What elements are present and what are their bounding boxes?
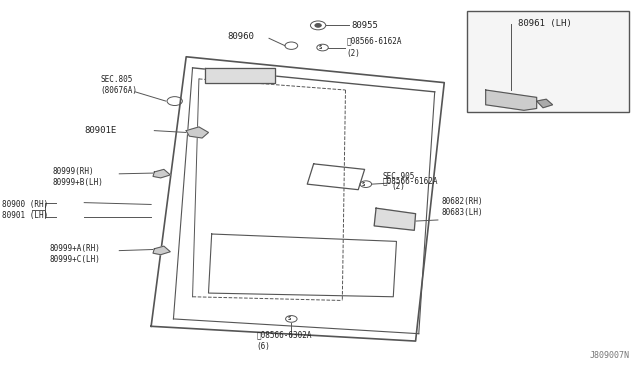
Polygon shape <box>153 169 170 178</box>
Polygon shape <box>486 90 537 110</box>
Text: SEC.805
(80676A): SEC.805 (80676A) <box>100 75 137 95</box>
Polygon shape <box>374 208 415 230</box>
Polygon shape <box>537 99 552 108</box>
Text: 80999+A(RH)
80999+C(LH): 80999+A(RH) 80999+C(LH) <box>49 244 100 264</box>
Text: (2): (2) <box>392 182 405 190</box>
Text: 80682(RH)
80683(LH): 80682(RH) 80683(LH) <box>441 198 483 218</box>
Text: 80900 (RH)
80901 (LH): 80900 (RH) 80901 (LH) <box>2 200 48 220</box>
Text: SEC.905: SEC.905 <box>383 172 415 181</box>
Text: S: S <box>287 317 291 321</box>
Text: Ⓝ08566-6302A
(6): Ⓝ08566-6302A (6) <box>256 331 312 351</box>
Text: 80961 (LH): 80961 (LH) <box>518 19 572 28</box>
Text: Ⓝ08566-6162A: Ⓝ08566-6162A <box>383 177 438 186</box>
Circle shape <box>315 23 321 27</box>
Bar <box>467 11 629 112</box>
Text: 80960: 80960 <box>228 32 255 41</box>
Text: S: S <box>362 182 365 187</box>
Polygon shape <box>186 127 209 138</box>
Text: 80955: 80955 <box>352 20 379 29</box>
Polygon shape <box>153 246 170 255</box>
Text: J809007N: J809007N <box>589 350 629 359</box>
Text: 80999(RH)
80999+B(LH): 80999(RH) 80999+B(LH) <box>52 167 103 187</box>
Text: S: S <box>318 45 322 50</box>
Polygon shape <box>205 68 275 83</box>
Text: Ⓝ08566-6162A
(2): Ⓝ08566-6162A (2) <box>347 37 403 58</box>
Text: 80901E: 80901E <box>84 126 116 135</box>
